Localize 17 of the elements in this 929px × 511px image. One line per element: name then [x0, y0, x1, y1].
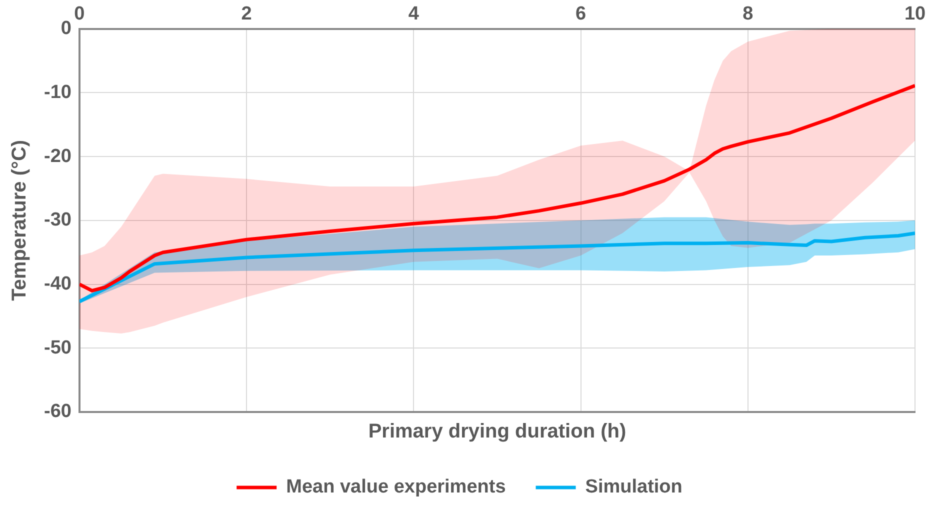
- y-tick-label: -60: [44, 401, 72, 422]
- x-tick-label: 8: [742, 4, 754, 25]
- y-tick-label: -50: [44, 337, 72, 358]
- y-tick-label: -30: [44, 210, 72, 231]
- x-tick-label: 0: [74, 4, 85, 25]
- y-tick-label: -40: [44, 274, 72, 294]
- x-axis-title: Primary drying duration (h): [368, 420, 626, 443]
- y-tick-label: -10: [44, 82, 72, 103]
- legend-label: Simulation: [585, 476, 682, 498]
- x-tick-label: 4: [408, 4, 420, 25]
- y-tick-label: -20: [44, 146, 72, 167]
- x-tick-label: 6: [575, 4, 586, 25]
- x-tick-label: 10: [904, 4, 926, 25]
- x-tick-label: 2: [241, 4, 252, 25]
- y-tick-label: 0: [60, 18, 72, 40]
- legend-label: Mean value experiments: [286, 476, 506, 498]
- y-axis-title: Temperature (°C): [8, 140, 31, 301]
